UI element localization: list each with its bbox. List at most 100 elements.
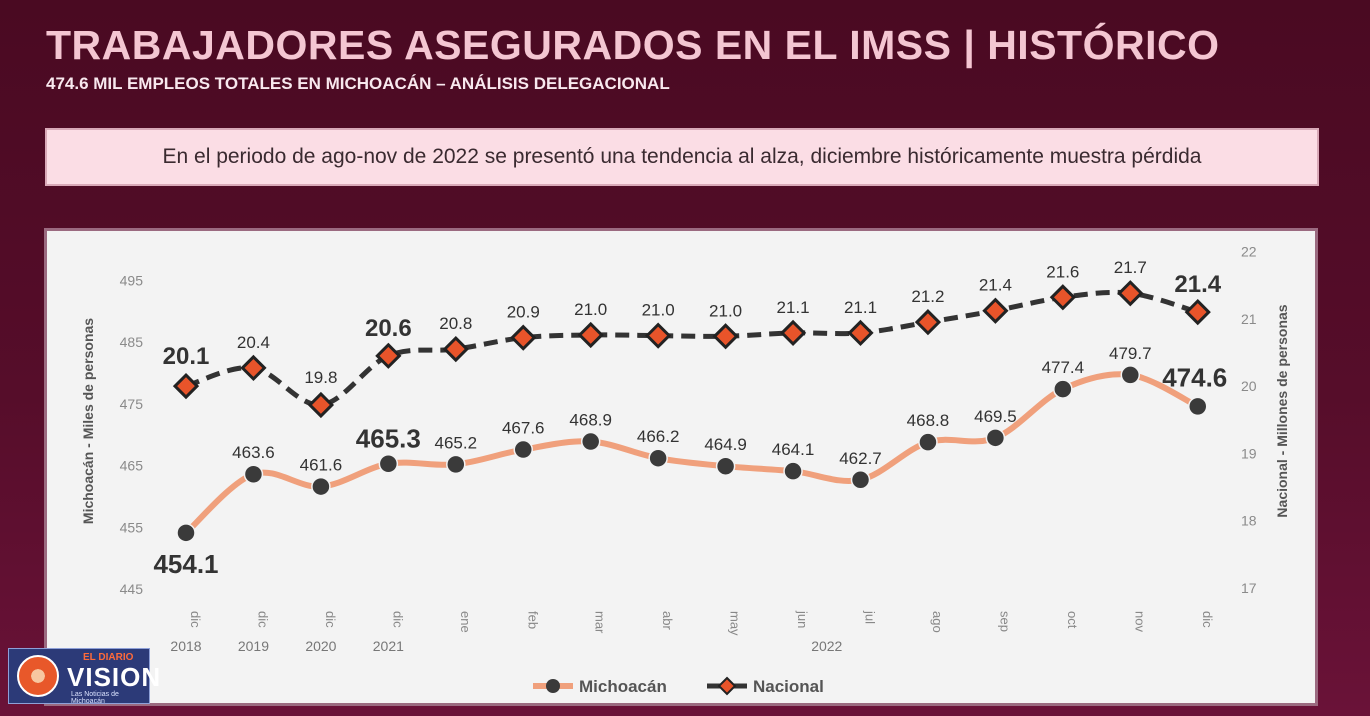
michoacan-point xyxy=(985,428,1006,448)
michoacan-data-label: 454.1 xyxy=(153,549,218,579)
x-axis-tick: dic xyxy=(1200,611,1215,628)
nacional-point xyxy=(712,323,739,350)
nacional-point xyxy=(982,297,1009,324)
left-axis-tick: 465 xyxy=(120,458,144,474)
year-label: 2022 xyxy=(811,638,842,654)
michoacan-point xyxy=(176,523,196,543)
left-axis-title: Michoacán - Miles de personas xyxy=(80,318,96,524)
el-diario-vision-logo: EL DIARIO VISION Las Noticias de Michoac… xyxy=(8,648,160,705)
michoacan-data-label: 479.7 xyxy=(1109,344,1152,363)
nacional-point xyxy=(914,309,942,336)
highlight-note-text: En el periodo de ago-nov de 2022 se pres… xyxy=(162,145,1202,168)
michoacan-data-label: 466.2 xyxy=(637,427,680,446)
nacional-point xyxy=(172,372,200,400)
left-axis-tick: 485 xyxy=(120,334,144,350)
michoacan-data-label: 464.9 xyxy=(704,435,747,454)
x-axis-tick: ene xyxy=(458,611,473,633)
nacional-data-label: 20.9 xyxy=(507,303,540,322)
michoacan-point xyxy=(715,456,736,476)
michoacan-point xyxy=(1120,365,1141,385)
michoacan-point xyxy=(1053,379,1073,399)
michoacan-point xyxy=(378,453,399,474)
nacional-data-label: 21.1 xyxy=(777,298,810,317)
logo-tagline: Las Noticias de Michoacán xyxy=(71,691,119,705)
nacional-point xyxy=(779,319,807,347)
nacional-point xyxy=(847,319,874,347)
michoacan-point xyxy=(918,432,938,452)
left-axis-tick: 445 xyxy=(120,581,144,597)
nacional-data-label: 21.0 xyxy=(642,301,675,320)
x-axis-tick: dic xyxy=(390,611,405,628)
legend-michoacan-marker xyxy=(546,679,560,693)
nacional-point xyxy=(577,321,604,349)
year-label: 2021 xyxy=(373,638,404,654)
michoacan-data-label: 469.5 xyxy=(974,407,1017,426)
michoacan-data-label: 468.8 xyxy=(907,411,950,430)
x-axis-tick: ago xyxy=(930,611,945,633)
right-axis-title: Nacional - Millones de personas xyxy=(1274,304,1290,517)
nacional-data-label: 21.2 xyxy=(911,287,944,306)
x-axis-tick: nov xyxy=(1132,611,1147,632)
nacional-data-label: 21.0 xyxy=(709,301,742,320)
x-axis-tick: jul xyxy=(863,610,878,624)
chart-panel: 44545546547548549517181920212223Michoacá… xyxy=(44,228,1318,706)
left-axis-tick: 455 xyxy=(120,519,144,535)
michoacan-point xyxy=(446,454,466,475)
michoacan-point xyxy=(850,470,871,490)
michoacan-point xyxy=(648,448,668,468)
nacional-data-label: 20.8 xyxy=(439,314,472,333)
x-axis-tick: may xyxy=(728,611,743,636)
x-axis-tick: feb xyxy=(525,611,540,629)
michoacan-point xyxy=(580,431,601,452)
legend-nacional-label: Nacional xyxy=(753,677,824,696)
x-axis-tick: mar xyxy=(593,611,608,634)
michoacan-data-label: 465.3 xyxy=(356,424,421,454)
year-label: 2018 xyxy=(170,638,201,654)
logo-emblem-icon xyxy=(17,655,59,697)
nacional-data-label: 20.6 xyxy=(365,315,412,342)
right-axis-tick: 21 xyxy=(1241,311,1257,327)
x-axis-tick: dic xyxy=(323,611,338,628)
nacional-point xyxy=(375,342,402,369)
x-axis-tick: abr xyxy=(660,611,675,630)
michoacan-point xyxy=(311,476,331,497)
right-axis-tick: 20 xyxy=(1241,378,1257,394)
right-axis-tick: 22 xyxy=(1241,244,1257,260)
nacional-point xyxy=(510,324,537,351)
legend-nacional-marker xyxy=(717,676,737,696)
nacional-point xyxy=(1117,280,1144,307)
nacional-point xyxy=(1184,298,1211,326)
x-axis-tick: dic xyxy=(255,611,270,628)
nacional-point xyxy=(442,335,469,363)
michoacan-point xyxy=(783,461,803,481)
nacional-data-label: 21.7 xyxy=(1114,258,1147,277)
legend-michoacan-label: Michoacán xyxy=(579,677,667,696)
michoacan-point xyxy=(243,464,264,484)
nacional-data-label: 21.4 xyxy=(1174,271,1221,298)
x-axis-tick: oct xyxy=(1065,611,1080,629)
highlight-note: En el periodo de ago-nov de 2022 se pres… xyxy=(45,128,1319,186)
left-axis-tick: 475 xyxy=(120,396,144,412)
nacional-point xyxy=(240,354,267,382)
x-axis-tick: dic xyxy=(188,611,203,628)
michoacan-data-label: 474.6 xyxy=(1162,362,1227,392)
left-axis-tick: 495 xyxy=(120,273,144,289)
michoacan-point xyxy=(1188,396,1208,417)
michoacan-data-label: 461.6 xyxy=(300,456,343,475)
page-subtitle: 474.6 MIL EMPLEOS TOTALES EN MICHOACÁN –… xyxy=(46,74,670,93)
nacional-data-label: 20.4 xyxy=(237,333,270,352)
michoacan-data-label: 463.6 xyxy=(232,443,275,462)
year-label: 2020 xyxy=(305,638,336,654)
right-axis-tick: 17 xyxy=(1241,580,1257,596)
nacional-data-label: 19.8 xyxy=(304,368,337,387)
x-axis-tick: jun xyxy=(795,610,810,628)
nacional-data-label: 20.1 xyxy=(163,343,210,370)
michoacan-data-label: 462.7 xyxy=(839,449,882,468)
right-axis-tick: 18 xyxy=(1241,513,1257,529)
logo-main-text: VISION xyxy=(67,662,162,692)
page-title: TRABAJADORES ASEGURADOS EN EL IMSS | HIS… xyxy=(46,22,1220,68)
michoacan-series-line xyxy=(183,371,1201,536)
michoacan-data-label: 468.9 xyxy=(569,411,612,430)
nacional-point xyxy=(645,322,672,349)
michoacan-data-label: 467.6 xyxy=(502,419,545,438)
